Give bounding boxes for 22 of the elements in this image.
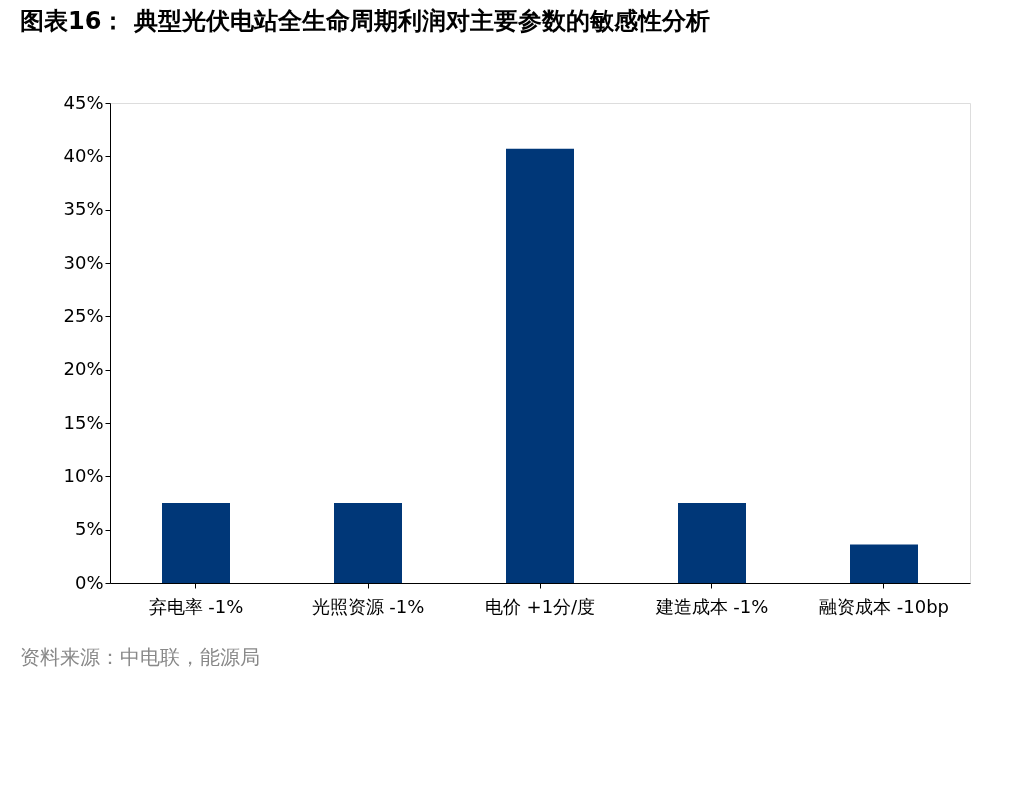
bar bbox=[850, 544, 918, 583]
bar bbox=[334, 503, 402, 583]
y-tick-label: 25% bbox=[63, 304, 104, 326]
y-tick-label: 35% bbox=[63, 198, 104, 220]
y-tick-label: 10% bbox=[63, 464, 104, 486]
bar bbox=[506, 148, 574, 583]
bar bbox=[162, 503, 230, 583]
text: 资料来源：中电联，能源局 bbox=[20, 645, 260, 669]
y-tick-label: 40% bbox=[63, 144, 104, 166]
bar bbox=[678, 503, 746, 583]
y-tick-label: 5% bbox=[74, 518, 104, 540]
y-tick-label: 30% bbox=[63, 251, 104, 273]
x-tick-label: 弃电率 -1% bbox=[148, 595, 244, 617]
x-tick-label: 电价 +1分/度 bbox=[484, 595, 596, 617]
x-tick-label: 建造成本 -1% bbox=[654, 595, 769, 617]
y-tick-label: 15% bbox=[63, 411, 104, 433]
y-tick-label: 45% bbox=[63, 91, 104, 113]
chart-title: 图表16： 典型光伏电站全生命周期利润对主要参数的敏感性分析 bbox=[20, 7, 710, 35]
y-tick-label: 20% bbox=[63, 358, 104, 380]
x-tick-label: 光照资源 -1% bbox=[311, 595, 425, 617]
x-tick-label: 融资成本 -10bp bbox=[819, 595, 949, 617]
y-tick-label: 0% bbox=[74, 571, 104, 593]
